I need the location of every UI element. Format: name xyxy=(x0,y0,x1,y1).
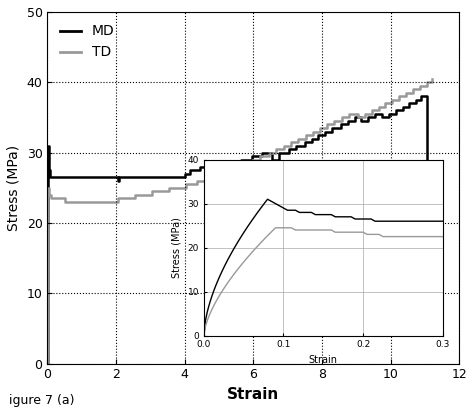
MD xyxy=(419,94,424,99)
TD xyxy=(316,129,321,134)
TD xyxy=(429,76,435,81)
Legend: MD, TD: MD, TD xyxy=(55,19,120,65)
MD xyxy=(187,168,192,173)
Y-axis label: Stress (MPa): Stress (MPa) xyxy=(7,145,21,231)
TD xyxy=(264,154,270,159)
MD xyxy=(393,108,399,113)
TD xyxy=(223,171,228,176)
MD xyxy=(424,298,429,303)
Text: igure 7 (a): igure 7 (a) xyxy=(9,394,75,407)
MD xyxy=(391,112,397,117)
X-axis label: Strain: Strain xyxy=(227,387,279,402)
TD xyxy=(360,115,366,120)
MD xyxy=(249,154,255,159)
Line: TD: TD xyxy=(47,79,432,364)
MD xyxy=(45,361,50,366)
Line: MD: MD xyxy=(47,97,427,364)
TD xyxy=(45,361,50,366)
TD xyxy=(213,175,219,180)
MD xyxy=(227,164,232,169)
MD xyxy=(321,133,327,137)
TD xyxy=(266,150,272,155)
